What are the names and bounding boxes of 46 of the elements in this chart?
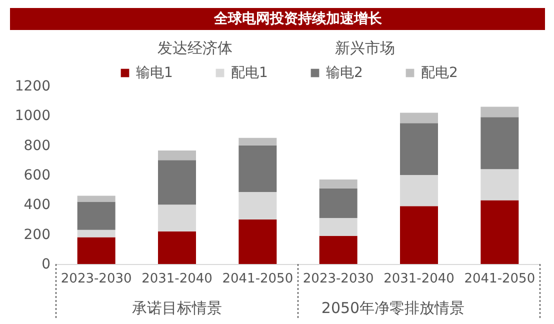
bar xyxy=(319,218,358,236)
legend-label: 配电2 xyxy=(421,65,458,81)
chart-title: 全球电网投资持续加速增长 xyxy=(213,11,383,27)
y-tick-label: 0 xyxy=(42,256,50,272)
y-tick-label: 1000 xyxy=(14,108,50,124)
text: 新兴市场 xyxy=(335,39,395,57)
text: 承诺目标情景 xyxy=(132,299,222,317)
bar xyxy=(77,237,116,264)
bar xyxy=(238,192,277,220)
bar xyxy=(319,236,358,264)
y-tick-label: 1200 xyxy=(14,78,50,94)
y-tick-label: 800 xyxy=(24,138,50,154)
x-tick-label: 2031-2040 xyxy=(142,272,212,286)
x-tick-label: 2041-2050 xyxy=(464,272,536,286)
bar xyxy=(158,150,196,160)
bar xyxy=(77,230,116,238)
bar xyxy=(158,231,196,264)
text: 发达经济体 xyxy=(158,39,232,57)
bar xyxy=(400,206,438,264)
y-tick-label: 400 xyxy=(24,197,50,214)
bar xyxy=(77,196,116,202)
bar xyxy=(480,169,519,200)
bar xyxy=(238,138,277,146)
bar xyxy=(238,145,277,192)
bar xyxy=(319,188,358,218)
text: 2050年净零排放情景 xyxy=(321,299,465,317)
y-tick-label: 200 xyxy=(24,226,50,243)
bar xyxy=(400,112,438,124)
legend-label: 输电1 xyxy=(136,65,173,81)
bar xyxy=(158,160,196,205)
bar xyxy=(400,175,438,206)
x-tick-label: 2041-2050 xyxy=(222,272,294,286)
bar xyxy=(319,179,358,188)
bar xyxy=(480,200,519,264)
bar xyxy=(238,220,277,264)
bar xyxy=(480,117,519,170)
x-tick-label: 2031-2040 xyxy=(384,272,454,286)
bar xyxy=(400,123,438,175)
x-tick-label: 2023-2030 xyxy=(60,272,132,286)
bar xyxy=(158,204,196,232)
legend-label: 输电2 xyxy=(326,65,363,81)
bar xyxy=(480,106,519,118)
y-tick-label: 600 xyxy=(24,168,50,184)
bar xyxy=(77,202,116,230)
legend-label: 配电1 xyxy=(231,65,268,81)
x-tick-label: 2023-2030 xyxy=(302,272,374,286)
